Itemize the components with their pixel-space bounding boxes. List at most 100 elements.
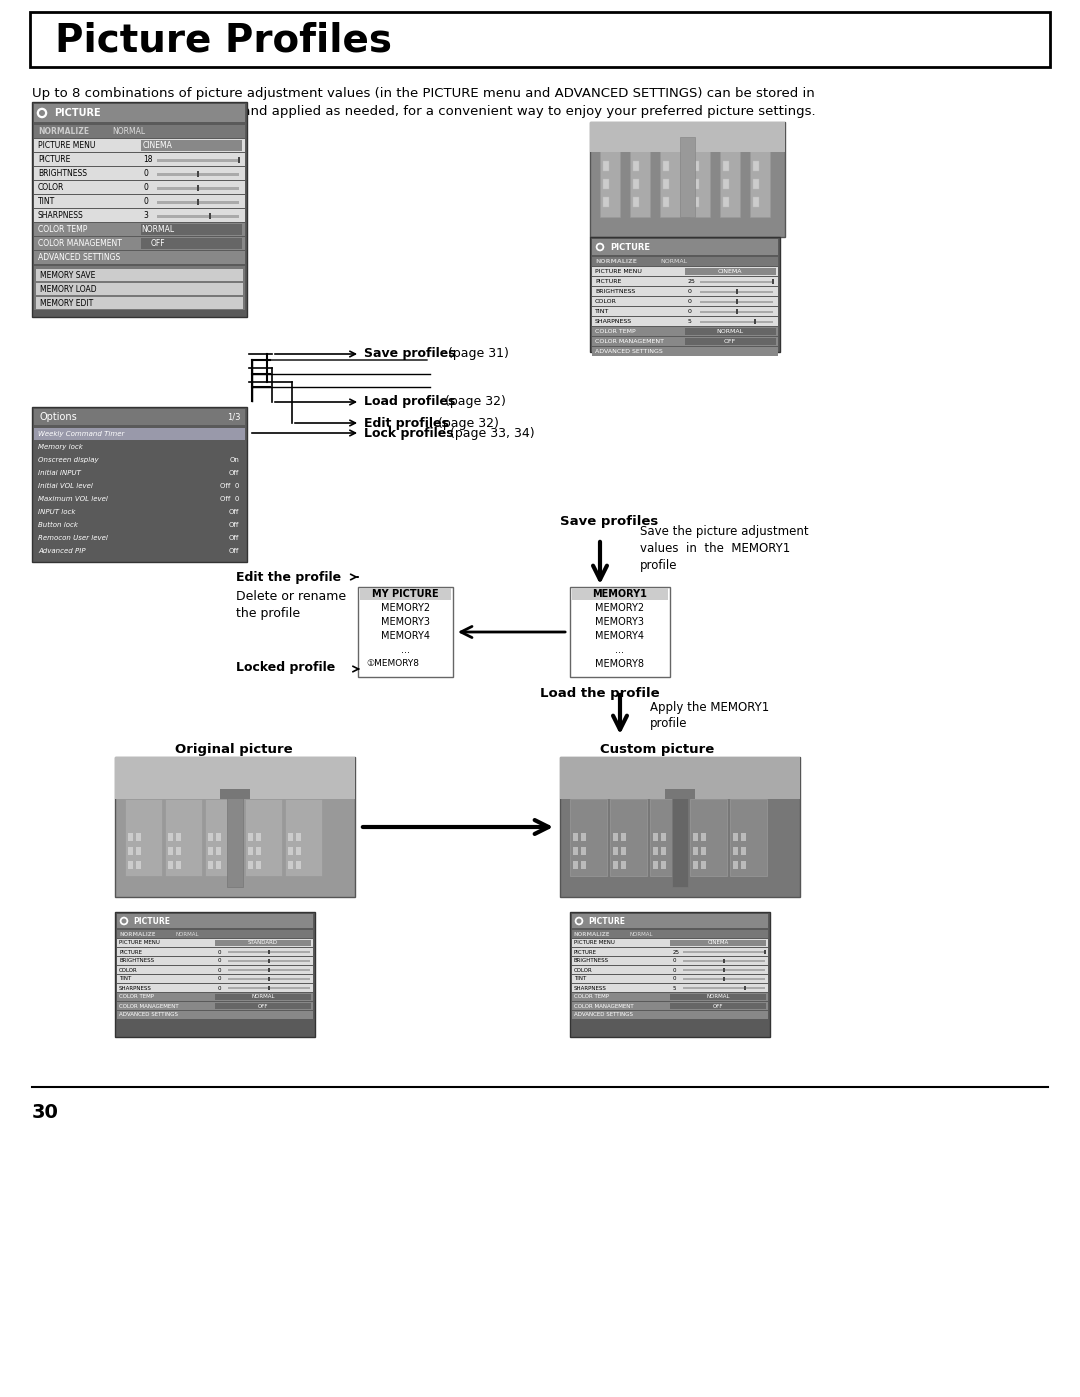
Bar [168,847,173,855]
Bar [650,799,687,876]
Text: COLOR: COLOR [573,968,593,972]
Circle shape [121,918,126,923]
Text: TINT: TINT [38,197,55,207]
Text: 30: 30 [32,1102,59,1122]
Bar [572,930,768,937]
Bar [238,156,240,163]
Text: On: On [229,457,239,462]
Text: STANDARD: STANDARD [248,940,278,946]
Bar [114,757,355,897]
Bar [210,212,212,219]
Bar [33,545,245,557]
Text: Advanced PIP: Advanced PIP [38,548,85,555]
Bar [683,951,765,953]
Bar [33,124,245,138]
Text: BRIGHTNESS: BRIGHTNESS [119,958,154,964]
Bar [33,454,245,467]
Bar [660,147,680,217]
Text: SHARPNESS: SHARPNESS [595,319,632,324]
Bar [33,506,245,518]
Bar [573,847,578,855]
Bar [117,965,313,974]
Text: CINEMA: CINEMA [143,141,173,151]
Bar [653,861,658,869]
Text: NORMAL: NORMAL [660,258,687,264]
Bar [570,587,670,678]
Bar [117,939,313,947]
Bar [228,988,310,989]
Text: NORMAL: NORMAL [141,225,175,235]
Text: (page 32): (page 32) [441,395,505,408]
Bar [176,861,181,869]
Text: SHARPNESS: SHARPNESS [119,985,152,990]
Text: TINT: TINT [595,309,609,314]
Text: (page 32): (page 32) [434,416,499,429]
Bar [592,337,778,346]
Bar [288,847,293,855]
Text: Edit profiles: Edit profiles [364,416,449,429]
Bar [36,270,243,281]
Text: ①MEMORY8: ①MEMORY8 [366,659,419,669]
Text: Save profiles: Save profiles [561,515,658,528]
Bar [561,757,800,897]
Bar [592,277,778,286]
Bar [700,291,773,292]
Text: 0: 0 [143,183,148,193]
Bar [590,122,785,152]
Text: BRIGHTNESS: BRIGHTNESS [38,169,87,179]
Bar [750,147,770,217]
Text: MY PICTURE: MY PICTURE [373,590,438,599]
Bar [753,197,759,207]
Bar [33,493,245,504]
Bar [248,833,253,841]
Text: MEMORY3: MEMORY3 [381,617,430,627]
Bar [197,198,199,205]
Text: MEMORY2: MEMORY2 [381,604,430,613]
Text: PICTURE: PICTURE [595,279,621,284]
Bar [600,147,620,217]
Bar [723,977,725,981]
Bar [592,257,778,265]
Text: 0: 0 [688,299,692,305]
Text: ...: ... [616,645,624,655]
Bar [227,789,243,887]
Bar [700,281,773,282]
Text: CINEMA: CINEMA [707,940,729,946]
Text: Apply the MEMORY1: Apply the MEMORY1 [650,700,769,714]
Text: 5: 5 [688,319,692,324]
Bar [296,861,301,869]
Bar [572,939,768,947]
Text: 3: 3 [143,211,148,221]
Bar [288,833,293,841]
Text: 0: 0 [218,958,221,964]
Bar [592,346,778,356]
Text: PICTURE: PICTURE [588,916,625,925]
Text: Load the profile: Load the profile [540,687,660,700]
Text: Locked profile: Locked profile [237,661,335,673]
Text: COLOR: COLOR [38,183,65,193]
Text: MEMORY4: MEMORY4 [595,631,645,641]
Bar [701,861,706,869]
Text: MEMORY8: MEMORY8 [595,659,645,669]
Text: PICTURE: PICTURE [119,950,141,954]
Text: COLOR: COLOR [119,968,138,972]
Bar [581,833,586,841]
Bar [723,161,729,170]
Bar [603,161,609,170]
Text: 0: 0 [143,169,148,179]
Bar [723,968,725,972]
Bar [215,1003,311,1009]
Bar [693,161,699,170]
Text: COLOR: COLOR [595,299,617,305]
Bar [33,103,245,122]
Bar [215,995,311,1000]
Bar [772,279,774,284]
Text: Button lock: Button lock [38,522,78,528]
Bar [661,861,666,869]
Bar [360,588,451,599]
Bar [157,158,239,162]
Bar [630,147,650,217]
Bar [754,319,756,324]
Bar [32,102,247,317]
Circle shape [577,918,581,923]
